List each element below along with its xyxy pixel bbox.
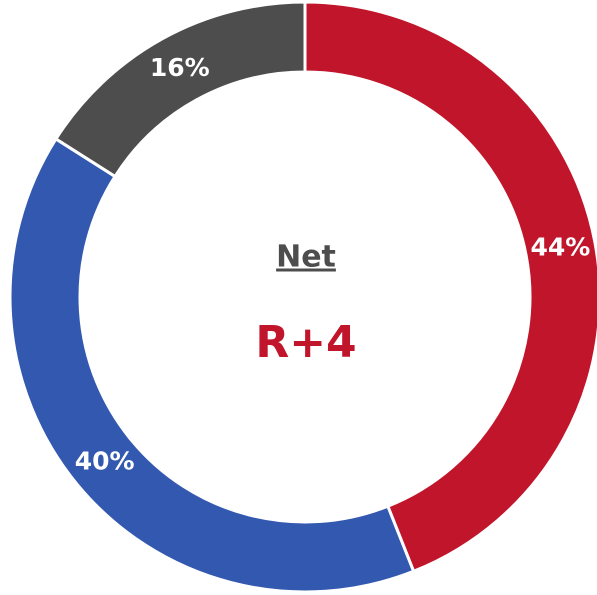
value-label: 44% xyxy=(530,232,590,261)
center-value: R+4 xyxy=(255,317,356,368)
slices xyxy=(8,0,597,594)
value-label: 16% xyxy=(150,53,210,82)
slice xyxy=(8,136,416,594)
slice xyxy=(303,0,597,574)
slice xyxy=(53,0,307,179)
value-label: 40% xyxy=(75,447,135,476)
center-title: Net xyxy=(276,240,336,275)
